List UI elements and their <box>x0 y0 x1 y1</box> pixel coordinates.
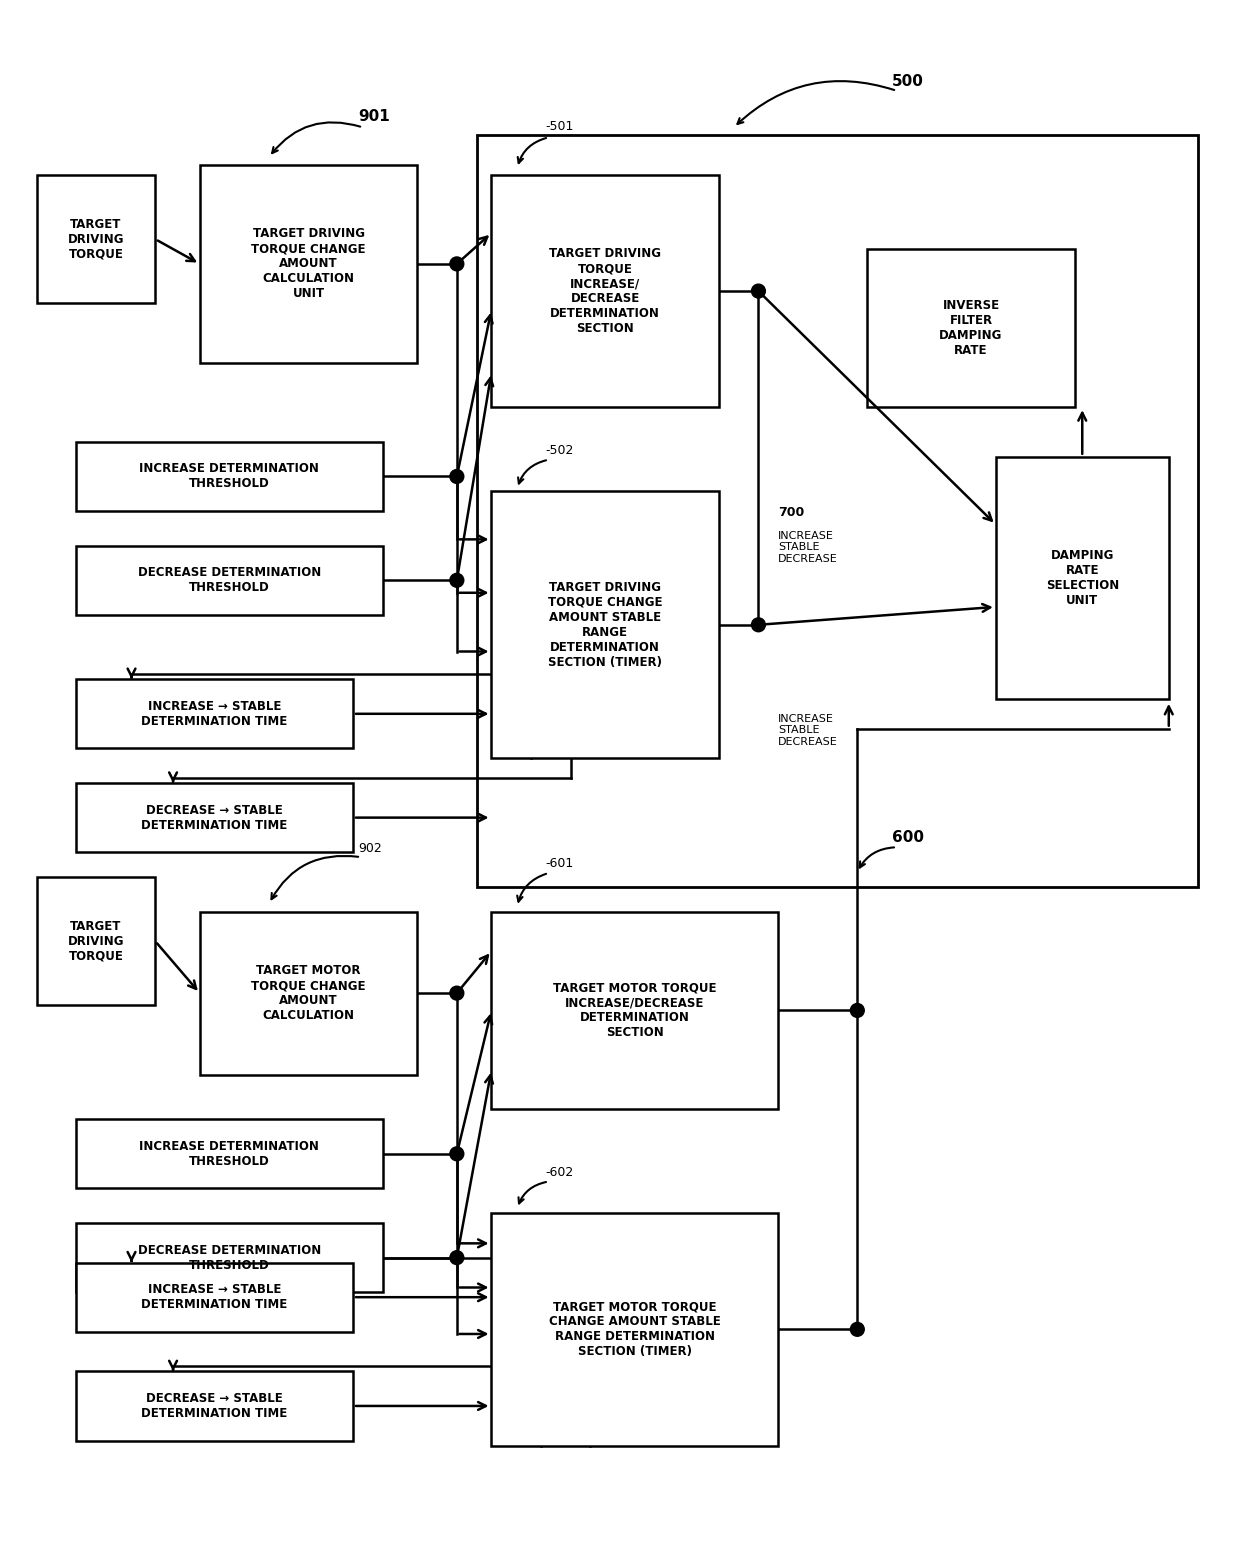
Circle shape <box>751 618 765 632</box>
Text: -601: -601 <box>546 858 574 870</box>
Circle shape <box>751 284 765 298</box>
Text: INCREASE
STABLE
DECREASE: INCREASE STABLE DECREASE <box>779 713 838 746</box>
Circle shape <box>851 1004 864 1018</box>
Bar <box>200 165 418 362</box>
Text: -501: -501 <box>546 121 574 133</box>
Bar <box>867 249 1075 408</box>
Bar <box>476 135 1198 887</box>
Bar <box>76 679 353 748</box>
Bar <box>491 491 719 759</box>
Circle shape <box>450 257 464 271</box>
Bar <box>76 442 383 511</box>
Bar <box>76 1120 383 1189</box>
Text: TARGET MOTOR TORQUE
INCREASE/DECREASE
DETERMINATION
SECTION: TARGET MOTOR TORQUE INCREASE/DECREASE DE… <box>553 982 717 1040</box>
Text: INCREASE → STABLE
DETERMINATION TIME: INCREASE → STABLE DETERMINATION TIME <box>141 699 288 728</box>
Bar <box>76 1372 353 1441</box>
Text: INCREASE DETERMINATION
THRESHOLD: INCREASE DETERMINATION THRESHOLD <box>139 1140 320 1168</box>
Text: INVERSE
FILTER
DAMPING
RATE: INVERSE FILTER DAMPING RATE <box>940 299 1003 358</box>
Text: DECREASE DETERMINATION
THRESHOLD: DECREASE DETERMINATION THRESHOLD <box>138 566 321 594</box>
Bar <box>76 546 383 615</box>
Text: TARGET MOTOR
TORQUE CHANGE
AMOUNT
CALCULATION: TARGET MOTOR TORQUE CHANGE AMOUNT CALCUL… <box>252 964 366 1022</box>
Text: INCREASE → STABLE
DETERMINATION TIME: INCREASE → STABLE DETERMINATION TIME <box>141 1283 288 1311</box>
Circle shape <box>450 1251 464 1264</box>
Bar <box>76 782 353 853</box>
Bar <box>37 877 155 1005</box>
Text: -602: -602 <box>546 1165 574 1179</box>
Text: TARGET
DRIVING
TORQUE: TARGET DRIVING TORQUE <box>68 218 124 260</box>
Text: DAMPING
RATE
SELECTION
UNIT: DAMPING RATE SELECTION UNIT <box>1045 549 1118 607</box>
Bar <box>491 1214 779 1446</box>
Circle shape <box>450 574 464 588</box>
Circle shape <box>450 986 464 1000</box>
Text: TARGET DRIVING
TORQUE
INCREASE/
DECREASE
DETERMINATION
SECTION: TARGET DRIVING TORQUE INCREASE/ DECREASE… <box>549 248 661 336</box>
Text: TARGET
DRIVING
TORQUE: TARGET DRIVING TORQUE <box>68 920 124 963</box>
Bar <box>76 1262 353 1331</box>
Text: -502: -502 <box>546 444 574 456</box>
Text: TARGET DRIVING
TORQUE CHANGE
AMOUNT
CALCULATION
UNIT: TARGET DRIVING TORQUE CHANGE AMOUNT CALC… <box>252 227 366 301</box>
Text: TARGET DRIVING
TORQUE CHANGE
AMOUNT STABLE
RANGE
DETERMINATION
SECTION (TIMER): TARGET DRIVING TORQUE CHANGE AMOUNT STAB… <box>548 580 662 670</box>
Text: DECREASE → STABLE
DETERMINATION TIME: DECREASE → STABLE DETERMINATION TIME <box>141 804 288 831</box>
Bar <box>200 911 418 1074</box>
Text: INCREASE
STABLE
DECREASE: INCREASE STABLE DECREASE <box>779 532 838 564</box>
Text: DECREASE → STABLE
DETERMINATION TIME: DECREASE → STABLE DETERMINATION TIME <box>141 1392 288 1421</box>
Text: 600: 600 <box>892 831 924 845</box>
Text: INCREASE DETERMINATION
THRESHOLD: INCREASE DETERMINATION THRESHOLD <box>139 463 320 491</box>
Circle shape <box>450 1146 464 1160</box>
Circle shape <box>450 469 464 483</box>
Text: 700: 700 <box>779 506 805 519</box>
Bar <box>76 1223 383 1292</box>
Circle shape <box>851 1322 864 1336</box>
Text: DECREASE DETERMINATION
THRESHOLD: DECREASE DETERMINATION THRESHOLD <box>138 1243 321 1272</box>
Text: 902: 902 <box>358 842 382 855</box>
Text: 901: 901 <box>358 108 389 124</box>
Bar <box>996 456 1169 699</box>
Bar <box>491 911 779 1109</box>
Bar <box>491 176 719 408</box>
Text: TARGET MOTOR TORQUE
CHANGE AMOUNT STABLE
RANGE DETERMINATION
SECTION (TIMER): TARGET MOTOR TORQUE CHANGE AMOUNT STABLE… <box>549 1300 720 1358</box>
Text: 500: 500 <box>892 74 924 89</box>
Bar <box>37 176 155 304</box>
